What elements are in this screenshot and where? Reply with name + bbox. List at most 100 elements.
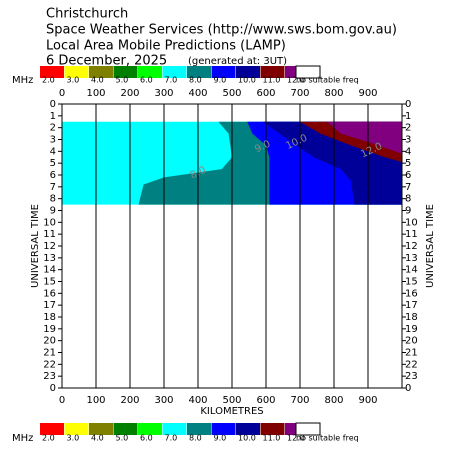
y-tick-label: 2 <box>405 123 411 134</box>
y-tick-label: 5 <box>405 158 411 169</box>
y-tick-label: 22 <box>405 359 418 370</box>
legend-swatch <box>295 422 321 436</box>
x-tick-label: 500 <box>222 88 241 99</box>
legend-label: 12.0 <box>287 76 305 85</box>
y-tick-label: 5 <box>50 158 56 169</box>
y-tick-label: 2 <box>50 123 56 134</box>
y-tick-label: 15 <box>405 277 418 288</box>
x-tick-label: 400 <box>188 395 207 406</box>
x-axis-label: KILOMETRES <box>200 406 263 417</box>
y-tick-label: 12 <box>43 241 56 252</box>
y-tick-label: 3 <box>405 135 411 146</box>
legend-label: 5.0 <box>116 434 129 443</box>
y-tick-label: 14 <box>43 265 56 276</box>
y-tick-label: 9 <box>405 206 411 217</box>
title-line: 6 December, 2025 <box>46 54 167 69</box>
y-tick-label: 19 <box>405 324 418 335</box>
legend-label: 10.0 <box>238 434 256 443</box>
x-tick-label: 0 <box>59 88 65 99</box>
y-tick-label: 10 <box>405 217 418 228</box>
legend-label: 3.0 <box>67 434 80 443</box>
legend-label: 2.0 <box>42 76 55 85</box>
x-tick-label: 700 <box>290 88 309 99</box>
y-tick-label: 21 <box>43 348 56 359</box>
title-line: Space Weather Services (http://www.sws.b… <box>46 23 397 38</box>
legend-unit: MHz <box>12 75 33 86</box>
x-tick-label: 100 <box>86 395 105 406</box>
y-tick-label: 6 <box>405 170 411 181</box>
plot-frame <box>61 103 403 389</box>
legend-label: 5.0 <box>116 76 129 85</box>
y-tick-label: 0 <box>405 383 411 394</box>
y-tick-label: 23 <box>43 371 56 382</box>
contour-region <box>327 121 402 154</box>
legend-label: 12.0 <box>287 434 305 443</box>
x-tick-label: 100 <box>86 88 105 99</box>
y-tick-label: 3 <box>50 135 56 146</box>
y-tick-label: 13 <box>43 253 56 264</box>
title-line: Christchurch <box>46 7 128 22</box>
y-tick-label: 6 <box>50 170 56 181</box>
y-tick-label: 11 <box>43 229 56 240</box>
x-tick-label: 700 <box>290 395 309 406</box>
legend-swatch <box>40 66 64 78</box>
y-tick-label: 17 <box>43 300 56 311</box>
y-tick-label: 23 <box>405 371 418 382</box>
x-tick-label: 800 <box>324 88 343 99</box>
legend-swatch <box>64 423 89 435</box>
legend-swatch <box>187 423 211 435</box>
legend-label: 11.0 <box>263 76 281 85</box>
y-tick-label: 14 <box>405 265 418 276</box>
x-tick-label: 500 <box>222 395 241 406</box>
y-tick-label: 19 <box>43 324 56 335</box>
legend-swatch <box>260 423 285 435</box>
legend-label: 8.0 <box>189 434 202 443</box>
x-tick-label: 0 <box>59 395 65 406</box>
legend-swatch <box>89 423 113 435</box>
x-tick-label: 300 <box>154 395 173 406</box>
y-tick-label: 20 <box>43 336 56 347</box>
legend-label: 3.0 <box>67 76 80 85</box>
y-tick-label: 8 <box>50 194 56 205</box>
y-tick-label: 16 <box>43 288 56 299</box>
y-tick-label: 4 <box>50 146 56 157</box>
legend-swatch <box>260 66 285 78</box>
legend-swatch <box>162 66 187 78</box>
generated-note: (generated at: 3UT) <box>188 56 287 67</box>
y-tick-label: 12 <box>405 241 418 252</box>
x-tick-label: 300 <box>154 88 173 99</box>
y-axis-label: UNIVERSAL TIME <box>30 204 41 288</box>
legend-label: 9.0 <box>214 434 227 443</box>
x-tick-label: 600 <box>256 395 275 406</box>
y-axis-label: UNIVERSAL TIME <box>425 204 436 288</box>
legend-label: 7.0 <box>165 434 178 443</box>
legend-label: no suitable freq <box>296 76 359 85</box>
x-tick-label: 800 <box>324 395 343 406</box>
legend-swatch <box>211 66 236 78</box>
legend-swatch <box>113 66 138 78</box>
legend-swatch <box>113 423 138 435</box>
legend-swatch <box>162 423 187 435</box>
y-tick-label: 22 <box>43 359 56 370</box>
y-tick-label: 7 <box>405 182 411 193</box>
y-tick-label: 20 <box>405 336 418 347</box>
y-tick-label: 4 <box>405 146 411 157</box>
y-tick-label: 15 <box>43 277 56 288</box>
legend-label: no suitable freq <box>296 434 359 443</box>
y-tick-label: 8 <box>405 194 411 205</box>
x-tick-label: 400 <box>188 88 207 99</box>
x-tick-label: 600 <box>256 88 275 99</box>
y-tick-label: 9 <box>50 206 56 217</box>
y-tick-label: 0 <box>405 99 411 110</box>
x-tick-label: 200 <box>120 88 139 99</box>
y-tick-label: 0 <box>50 383 56 394</box>
legend-swatch <box>236 423 260 435</box>
legend-unit: MHz <box>12 433 33 444</box>
legend-label: 11.0 <box>263 434 281 443</box>
y-tick-label: 13 <box>405 253 418 264</box>
y-tick-label: 17 <box>405 300 418 311</box>
legend-swatch <box>187 66 211 78</box>
x-tick-label: 900 <box>358 88 377 99</box>
legend-label: 8.0 <box>189 76 202 85</box>
